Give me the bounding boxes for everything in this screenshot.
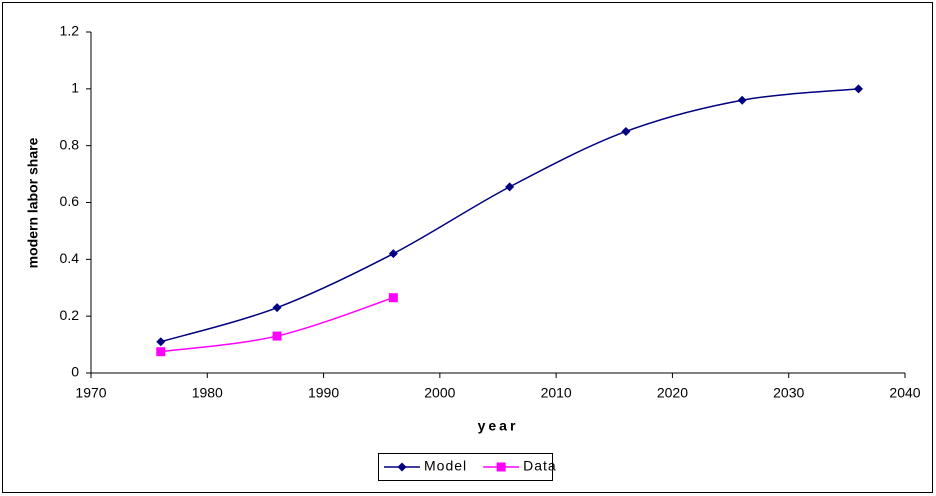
legend-marker	[397, 462, 407, 472]
y-tick-label: 1	[71, 80, 79, 96]
x-tick-label: 1990	[308, 385, 339, 401]
data-point	[388, 249, 398, 259]
x-tick-label: 2010	[541, 385, 572, 401]
y-tick-label: 1.2	[60, 23, 80, 39]
legend-label: Data	[523, 458, 557, 474]
x-tick-label: 2030	[773, 385, 804, 401]
data-point	[388, 293, 398, 303]
data-point	[853, 84, 863, 94]
x-tick-label: 2000	[424, 385, 455, 401]
data-point	[737, 95, 747, 105]
data-point	[272, 331, 282, 341]
y-tick-label: 0.8	[60, 136, 80, 152]
y-tick-label: 0	[71, 364, 79, 380]
data-point	[156, 347, 166, 357]
x-tick-label: 2040	[889, 385, 920, 401]
x-tick-label: 2020	[657, 385, 688, 401]
legend-label: Model	[424, 458, 467, 474]
legend-marker	[496, 462, 506, 472]
y-tick-label: 0.2	[60, 307, 80, 323]
y-tick-label: 0.4	[60, 250, 80, 266]
data-point	[621, 126, 631, 136]
x-tick-label: 1970	[75, 385, 106, 401]
data-point	[505, 182, 515, 192]
x-tick-label: 1980	[192, 385, 223, 401]
x-axis-title: year	[478, 418, 519, 434]
data-point	[272, 303, 282, 313]
data-point	[156, 337, 166, 347]
y-tick-label: 0.6	[60, 193, 80, 209]
y-axis-title: modern labor share	[25, 137, 41, 268]
